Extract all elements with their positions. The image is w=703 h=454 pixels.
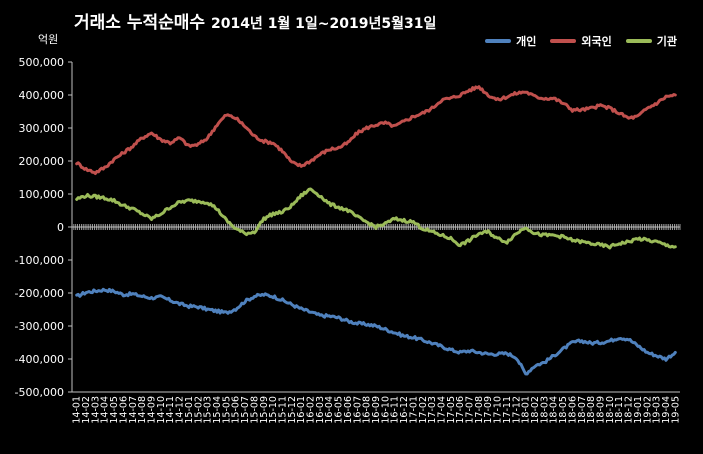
x-tick-label: 14-02 [81, 396, 92, 424]
x-tick-label: 17-06 [455, 396, 466, 424]
y-tick-label: -400,000 [15, 353, 64, 366]
x-tick-label: 18-03 [539, 396, 550, 424]
x-tick-label: 19-01 [633, 396, 644, 424]
x-tick-label: 17-10 [493, 396, 504, 424]
x-tick-label: 14-03 [90, 396, 101, 424]
x-tick-label: 16-09 [371, 396, 382, 424]
x-tick-label: 17-09 [483, 396, 494, 424]
legend-label-institution: 기관 [656, 35, 677, 48]
chart-title: 거래소 누적순매수 2014년 1월 1일~2019년5월31일 [74, 8, 436, 33]
x-tick-label: 18-06 [567, 396, 578, 424]
x-tick-label: 14-12 [175, 396, 186, 424]
x-tick-label: 17-12 [511, 396, 522, 424]
chart-subtitle: 2014년 1월 1일~2019년5월31일 [210, 16, 437, 32]
y-tick-label: 0 [57, 221, 64, 234]
x-tick-label: 18-12 [624, 396, 635, 424]
x-tick-label: 16-07 [352, 396, 363, 424]
x-tick-label: 17-03 [427, 396, 438, 424]
x-tick-label: 14-01 [72, 396, 83, 424]
x-tick-label: 16-11 [390, 396, 401, 424]
legend: 개인 외국인 기관 [485, 33, 677, 49]
x-tick-label: 15-02 [193, 396, 204, 424]
x-tick-label: 18-09 [595, 396, 606, 424]
series-line-foreign [75, 85, 677, 175]
legend-swatch-foreign [550, 39, 577, 43]
x-tick-label: 15-04 [212, 396, 223, 424]
y-tick-label: -100,000 [15, 254, 64, 267]
x-tick-label: 14-07 [128, 396, 139, 424]
x-tick-label: 15-08 [249, 396, 260, 424]
y-tick-label: 100,000 [19, 188, 65, 201]
x-tick-label: 19-03 [652, 396, 663, 424]
x-tick-label: 15-10 [268, 396, 279, 424]
x-tick-label: 17-01 [408, 396, 419, 424]
x-tick-label: 16-12 [399, 396, 410, 424]
x-tick-label: 14-11 [165, 396, 176, 424]
x-tick-label: 18-10 [605, 396, 616, 424]
x-tick-label: 17-11 [502, 396, 513, 424]
x-tick-label: 19-04 [661, 396, 672, 424]
y-tick-label: 200,000 [19, 155, 65, 168]
x-tick-label: 15-01 [184, 396, 195, 424]
x-tick-label: 19-02 [642, 396, 653, 424]
x-tick-label: 16-10 [380, 396, 391, 424]
x-tick-label: 18-04 [549, 396, 560, 424]
x-tick-label: 19-05 [670, 396, 681, 424]
x-tick-label: 18-11 [614, 396, 625, 424]
x-tick-label: 17-04 [436, 396, 447, 424]
y-axis-unit-label: 억원 [38, 33, 59, 46]
y-tick-label: -300,000 [15, 320, 64, 333]
x-tick-label: 14-05 [109, 396, 120, 424]
y-tick-label: 300,000 [19, 122, 65, 135]
x-tick-label: 18-05 [558, 396, 569, 424]
x-tick-label: 15-09 [259, 396, 270, 424]
y-tick-label: 500,000 [19, 56, 65, 69]
x-tick-label: 15-05 [221, 396, 232, 424]
y-tick-label: -200,000 [15, 287, 64, 300]
x-tick-label: 14-08 [137, 396, 148, 424]
series-line-individual [75, 287, 677, 376]
x-tick-label: 15-12 [287, 396, 298, 424]
x-tick-label: 17-08 [474, 396, 485, 424]
legend-item-foreign: 외국인 [550, 33, 612, 49]
x-tick-label: 18-02 [530, 396, 541, 424]
x-tick-label: 16-06 [343, 396, 354, 424]
x-tick-label: 16-08 [362, 396, 373, 424]
x-tick-label: 16-05 [334, 396, 345, 424]
chart-title-text: 거래소 누적순매수 [74, 13, 206, 33]
series-line-institution [75, 187, 677, 250]
x-tick-label: 18-07 [577, 396, 588, 424]
legend-item-institution: 기관 [625, 33, 677, 49]
x-tick-label: 14-06 [118, 396, 129, 424]
x-tick-label: 17-07 [465, 396, 476, 424]
legend-label-individual: 개인 [516, 35, 537, 48]
x-tick-label: 15-06 [231, 396, 242, 424]
x-tick-label: 15-03 [203, 396, 214, 424]
x-tick-label: 17-02 [418, 396, 429, 424]
x-tick-label: 17-05 [446, 396, 457, 424]
x-tick-label: 16-02 [306, 396, 317, 424]
x-tick-label: 16-01 [296, 396, 307, 424]
x-tick-label: 15-11 [277, 396, 288, 424]
x-tick-label: 14-04 [100, 396, 111, 424]
legend-label-foreign: 외국인 [581, 35, 612, 48]
x-tick-label: 14-09 [147, 396, 158, 424]
legend-swatch-institution [625, 39, 652, 43]
x-tick-label: 18-08 [586, 396, 597, 424]
x-tick-label: 16-04 [324, 396, 335, 424]
x-tick-label: 14-10 [156, 396, 167, 424]
x-tick-label: 16-03 [315, 396, 326, 424]
x-tick-label: 18-01 [521, 396, 532, 424]
legend-item-individual: 개인 [485, 33, 536, 49]
legend-swatch-individual [485, 39, 512, 43]
y-tick-label: -500,000 [15, 386, 64, 399]
y-tick-label: 400,000 [19, 89, 65, 102]
x-tick-label: 15-07 [240, 396, 251, 424]
